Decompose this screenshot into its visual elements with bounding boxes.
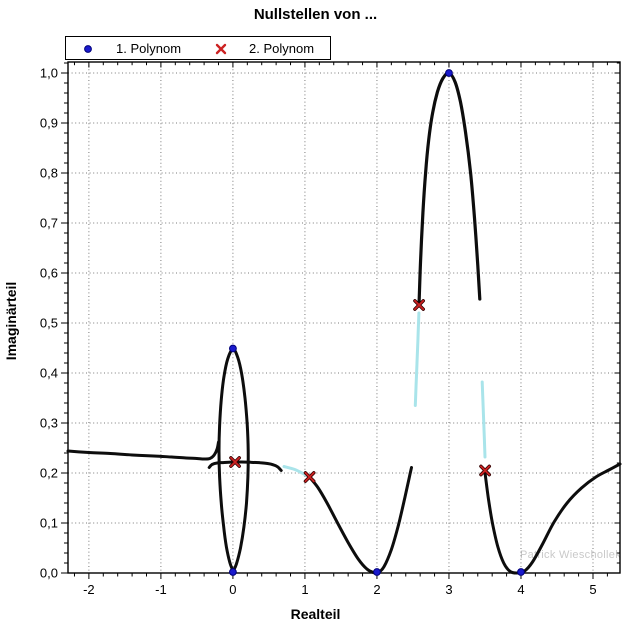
tick-labels: -2 -1 0 1 2 3 4 5 0,0 0,1 0,2 0,3 0,4 0,5 0,6 0,7 0,8 0,9… — [40, 66, 597, 598]
legend-item-polynom1: 1. Polynom — [82, 41, 181, 56]
plot-border — [67, 61, 621, 574]
curve-locus-left-lower — [207, 460, 283, 472]
curve-locus-left-upper — [66, 440, 220, 461]
svg-text:-1: -1 — [155, 582, 167, 597]
svg-text:0,6: 0,6 — [40, 266, 58, 281]
curve-connector-b — [413, 311, 421, 407]
svg-text:1,0: 1,0 — [40, 66, 58, 81]
axis-ticks — [61, 62, 620, 579]
svg-text:0,9: 0,9 — [40, 116, 58, 131]
series-polynom1-markers — [229, 69, 525, 576]
svg-text:0,3: 0,3 — [40, 416, 58, 431]
svg-text:4: 4 — [517, 582, 524, 597]
legend-label-polynom1: 1. Polynom — [116, 40, 182, 56]
grid-lines — [68, 62, 620, 573]
svg-text:5: 5 — [589, 582, 596, 597]
legend: 1. Polynom 2. Polynom — [65, 36, 332, 60]
svg-text:0,1: 0,1 — [40, 516, 58, 531]
curve-locus-dip-at-2 — [309, 466, 413, 575]
svg-text:1: 1 — [301, 582, 308, 597]
x-axis-title: Realteil — [290, 606, 341, 622]
legend-marker-x-icon — [215, 42, 227, 55]
legend-item-polynom2: 2. Polynom — [215, 41, 314, 56]
svg-text:0,5: 0,5 — [40, 316, 58, 331]
curve-locus-dip-at-4 — [483, 462, 622, 575]
chart-title: Nullstellen von ... — [253, 6, 378, 23]
curve-connector-c — [480, 380, 487, 459]
watermark: Patrick Wieschollek — [519, 549, 621, 561]
svg-text:0,4: 0,4 — [40, 366, 58, 381]
y-axis-title: Imaginärteil — [3, 281, 19, 361]
svg-text:0,7: 0,7 — [40, 216, 58, 231]
legend-label-polynom2: 2. Polynom — [249, 40, 315, 56]
legend-marker-circle-icon — [82, 42, 94, 54]
svg-text:0: 0 — [229, 582, 236, 597]
svg-text:3: 3 — [445, 582, 452, 597]
svg-text:-2: -2 — [83, 582, 95, 597]
series-polynom2-markers — [229, 299, 492, 483]
svg-text:0,8: 0,8 — [40, 166, 58, 181]
svg-text:0,0: 0,0 — [40, 566, 58, 581]
svg-text:0,2: 0,2 — [40, 466, 58, 481]
svg-text:2: 2 — [373, 582, 380, 597]
